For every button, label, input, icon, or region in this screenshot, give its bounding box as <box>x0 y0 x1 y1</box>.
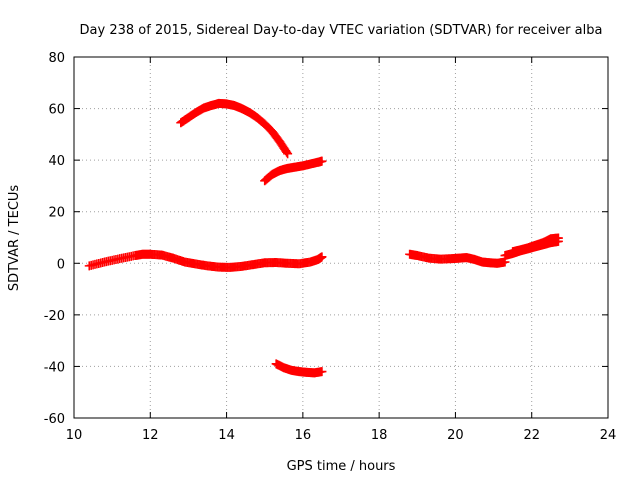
x-tick-label: 10 <box>66 428 83 443</box>
chart-title: Day 238 of 2015, Sidereal Day-to-day VTE… <box>80 23 603 38</box>
x-tick-label: 18 <box>371 428 388 443</box>
x-tick-label: 24 <box>600 428 617 443</box>
data-point <box>317 367 327 377</box>
x-tick-label: 14 <box>218 428 235 443</box>
x-tick-labels: 10 12 14 16 18 20 22 24 <box>66 428 617 443</box>
data-point <box>283 149 293 159</box>
x-tick-label: 22 <box>523 428 540 443</box>
series-arc-2 <box>176 98 293 159</box>
y-tick-label: 0 <box>57 257 65 272</box>
data-point <box>317 252 327 262</box>
y-tick-label: 80 <box>48 51 65 66</box>
x-axis-label: GPS time / hours <box>287 459 396 474</box>
data-point <box>317 156 327 166</box>
series-arc-4 <box>271 359 327 378</box>
y-tick-label: -40 <box>44 360 65 375</box>
data-point <box>282 147 292 157</box>
series-arc-7 <box>508 233 563 257</box>
series-arc-3 <box>260 156 327 186</box>
grid <box>74 57 608 418</box>
y-tick-label: 20 <box>48 206 65 221</box>
y-tick-label: 40 <box>48 154 65 169</box>
x-tick-label: 16 <box>295 428 312 443</box>
y-tick-label: -60 <box>44 412 65 427</box>
series-arc-5 <box>405 249 510 268</box>
tick-marks <box>73 56 609 419</box>
data-points <box>84 98 563 378</box>
y-tick-labels: -60 -40 -20 0 20 40 60 80 <box>44 51 65 427</box>
x-tick-label: 12 <box>142 428 159 443</box>
data-point <box>553 233 563 243</box>
plot-frame <box>73 56 609 419</box>
series-arc-1 <box>84 249 327 272</box>
x-tick-label: 20 <box>447 428 464 443</box>
y-tick-label: -20 <box>44 309 65 324</box>
y-axis-label: SDTVAR / TECUs <box>7 185 22 292</box>
y-tick-label: 60 <box>48 103 65 118</box>
